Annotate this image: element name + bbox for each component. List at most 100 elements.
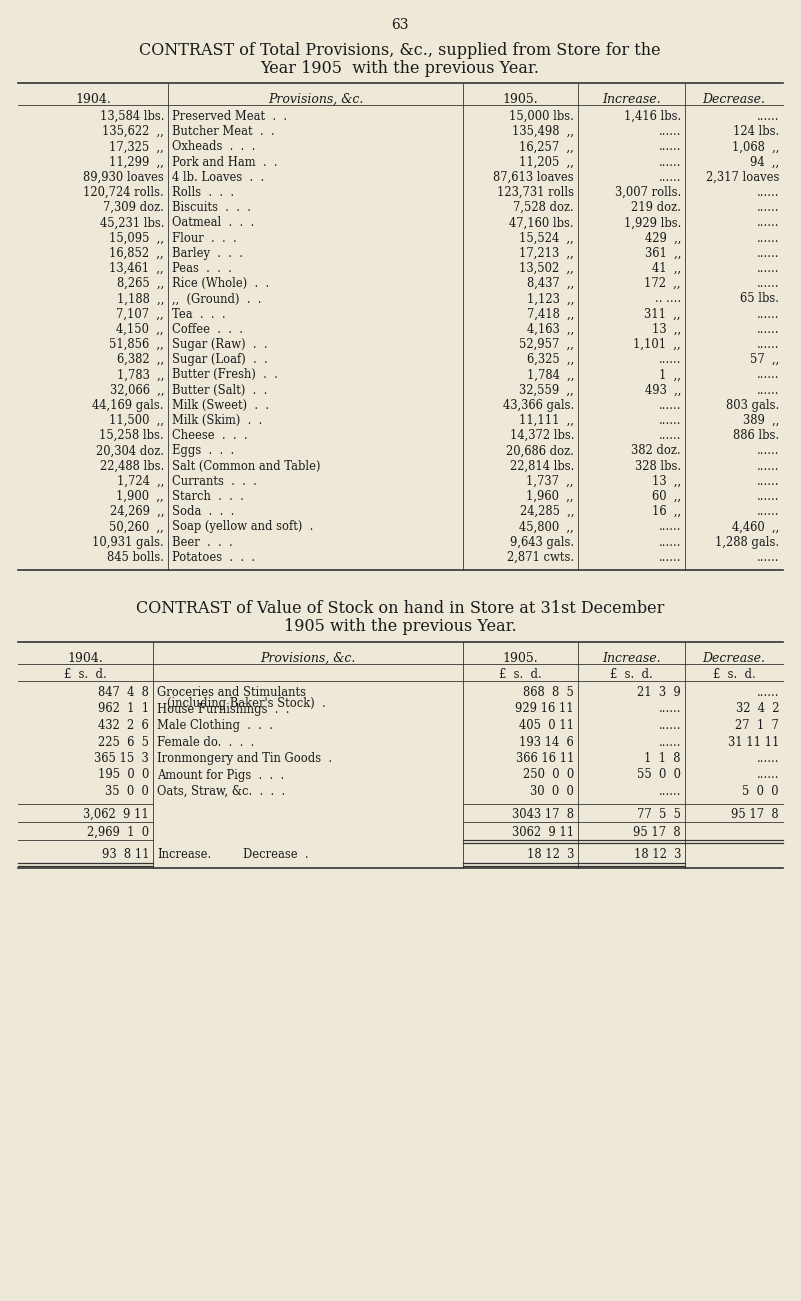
Text: 193 14  6: 193 14 6 — [519, 735, 574, 748]
Text: 47,160 lbs.: 47,160 lbs. — [509, 216, 574, 229]
Text: ......: ...... — [658, 353, 681, 366]
Text: 250  0  0: 250 0 0 — [523, 769, 574, 782]
Text: Increase.: Increase. — [602, 652, 661, 665]
Text: ......: ...... — [658, 536, 681, 549]
Text: ......: ...... — [658, 141, 681, 154]
Text: ......: ...... — [658, 735, 681, 748]
Text: 18 12  3: 18 12 3 — [526, 847, 574, 860]
Text: ......: ...... — [658, 414, 681, 427]
Text: 13  ,,: 13 ,, — [652, 475, 681, 488]
Text: Pork and Ham  .  .: Pork and Ham . . — [172, 156, 278, 169]
Text: Increase.: Increase. — [602, 92, 661, 105]
Text: 16  ,,: 16 ,, — [652, 505, 681, 518]
Text: 195  0  0: 195 0 0 — [98, 769, 149, 782]
Text: 45,800  ,,: 45,800 ,, — [519, 520, 574, 533]
Text: 366 16 11: 366 16 11 — [516, 752, 574, 765]
Text: Biscuits  .  .  .: Biscuits . . . — [172, 202, 251, 215]
Text: 1,416 lbs.: 1,416 lbs. — [624, 111, 681, 124]
Text: ......: ...... — [658, 170, 681, 183]
Text: ......: ...... — [756, 490, 779, 503]
Text: 8,265  ,,: 8,265 ,, — [117, 277, 164, 290]
Text: 65 lbs.: 65 lbs. — [740, 293, 779, 306]
Text: ......: ...... — [756, 475, 779, 488]
Text: 929 16 11: 929 16 11 — [515, 703, 574, 716]
Text: House Furnishings  .  .: House Furnishings . . — [157, 703, 289, 716]
Text: 57  ,,: 57 ,, — [750, 353, 779, 366]
Text: 2,871 cwts.: 2,871 cwts. — [507, 550, 574, 563]
Text: Milk (Sweet)  .  .: Milk (Sweet) . . — [172, 399, 269, 412]
Text: 1,737  ,,: 1,737 ,, — [526, 475, 574, 488]
Text: Decrease.: Decrease. — [702, 652, 766, 665]
Text: 17,325  ,,: 17,325 ,, — [109, 141, 164, 154]
Text: 803 gals.: 803 gals. — [726, 399, 779, 412]
Text: Flour  .  .  .: Flour . . . — [172, 232, 237, 245]
Text: 1,783  ,,: 1,783 ,, — [117, 368, 164, 381]
Text: Tea  .  .  .: Tea . . . — [172, 307, 226, 320]
Text: 10,931 gals.: 10,931 gals. — [92, 536, 164, 549]
Text: 22,488 lbs.: 22,488 lbs. — [100, 459, 164, 472]
Text: 4,163  ,,: 4,163 ,, — [527, 323, 574, 336]
Text: Oatmeal  .  .  .: Oatmeal . . . — [172, 216, 254, 229]
Text: 432  2  6: 432 2 6 — [99, 719, 149, 732]
Text: 886 lbs.: 886 lbs. — [733, 429, 779, 442]
Text: Preserved Meat  .  .: Preserved Meat . . — [172, 111, 287, 124]
Text: 51,856  ,,: 51,856 ,, — [109, 338, 164, 351]
Text: ......: ...... — [756, 232, 779, 245]
Text: Currants  .  .  .: Currants . . . — [172, 475, 257, 488]
Text: 135,622  ,,: 135,622 ,, — [102, 125, 164, 138]
Text: Male Clothing  .  .  .: Male Clothing . . . — [157, 719, 273, 732]
Text: 6,382  ,,: 6,382 ,, — [117, 353, 164, 366]
Text: 14,372 lbs.: 14,372 lbs. — [509, 429, 574, 442]
Text: ......: ...... — [658, 719, 681, 732]
Text: 389  ,,: 389 ,, — [743, 414, 779, 427]
Text: Sugar (Loaf)  .  .: Sugar (Loaf) . . — [172, 353, 268, 366]
Text: 1,101  ,,: 1,101 ,, — [634, 338, 681, 351]
Text: Provisions, &c.: Provisions, &c. — [268, 92, 363, 105]
Text: 1,288 gals.: 1,288 gals. — [714, 536, 779, 549]
Text: 3062  9 11: 3062 9 11 — [512, 826, 574, 839]
Text: 429  ,,: 429 ,, — [645, 232, 681, 245]
Text: 2,969  1  0: 2,969 1 0 — [87, 826, 149, 839]
Text: 32,559  ,,: 32,559 ,, — [519, 384, 574, 397]
Text: 16,257  ,,: 16,257 ,, — [519, 141, 574, 154]
Text: 1,960  ,,: 1,960 ,, — [526, 490, 574, 503]
Text: 95 17  8: 95 17 8 — [731, 808, 779, 821]
Text: 20,686 doz.: 20,686 doz. — [506, 445, 574, 458]
Text: 9,643 gals.: 9,643 gals. — [510, 536, 574, 549]
Text: ......: ...... — [756, 111, 779, 124]
Text: 89,930 loaves: 89,930 loaves — [83, 170, 164, 183]
Text: Cheese  .  .  .: Cheese . . . — [172, 429, 248, 442]
Text: ......: ...... — [756, 216, 779, 229]
Text: 15,000 lbs.: 15,000 lbs. — [509, 111, 574, 124]
Text: ......: ...... — [756, 445, 779, 458]
Text: 225  6  5: 225 6 5 — [98, 735, 149, 748]
Text: Sugar (Raw)  .  .: Sugar (Raw) . . — [172, 338, 268, 351]
Text: 87,613 loaves: 87,613 loaves — [493, 170, 574, 183]
Text: 120,724 rolls.: 120,724 rolls. — [83, 186, 164, 199]
Text: .. ....: .. .... — [655, 293, 681, 306]
Text: Beer  .  .  .: Beer . . . — [172, 536, 233, 549]
Text: ......: ...... — [756, 752, 779, 765]
Text: 135,498  ,,: 135,498 ,, — [512, 125, 574, 138]
Text: ......: ...... — [658, 156, 681, 169]
Text: 219 doz.: 219 doz. — [631, 202, 681, 215]
Text: 21  3  9: 21 3 9 — [638, 686, 681, 699]
Text: ......: ...... — [756, 459, 779, 472]
Text: 1,724  ,,: 1,724 ,, — [117, 475, 164, 488]
Text: ......: ...... — [756, 686, 779, 699]
Text: 5  0  0: 5 0 0 — [743, 785, 779, 798]
Text: 41  ,,: 41 ,, — [652, 262, 681, 275]
Text: Increase.: Increase. — [157, 847, 211, 860]
Text: ......: ...... — [756, 323, 779, 336]
Text: 35  0  0: 35 0 0 — [105, 785, 149, 798]
Text: ......: ...... — [756, 338, 779, 351]
Text: CONTRAST of Total Provisions, &c., supplied from Store for the: CONTRAST of Total Provisions, &c., suppl… — [139, 42, 661, 59]
Text: 7,418  ,,: 7,418 ,, — [526, 307, 574, 320]
Text: 18 12  3: 18 12 3 — [634, 847, 681, 860]
Text: Potatoes  .  .  .: Potatoes . . . — [172, 550, 256, 563]
Text: 63: 63 — [391, 18, 409, 33]
Text: Starch  .  .  .: Starch . . . — [172, 490, 244, 503]
Text: ......: ...... — [756, 262, 779, 275]
Text: 44,169 gals.: 44,169 gals. — [92, 399, 164, 412]
Text: £  s.  d.: £ s. d. — [610, 667, 653, 680]
